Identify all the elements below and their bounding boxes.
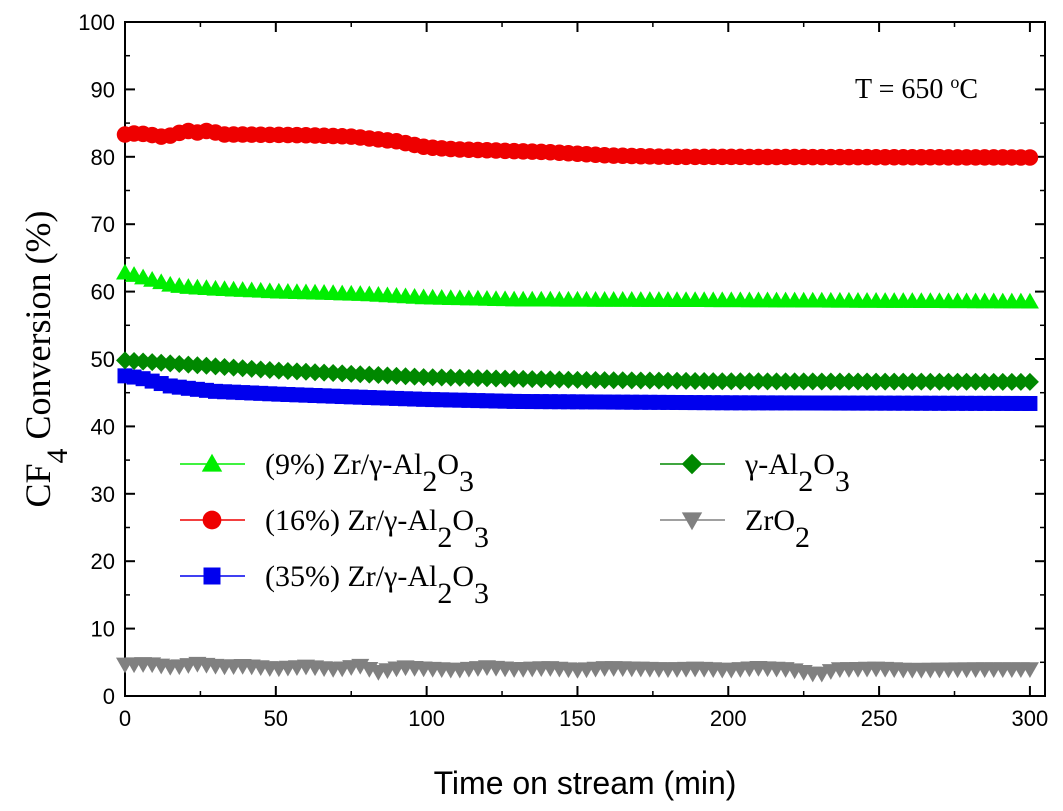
series-szr: [116, 656, 1039, 683]
legend-item-s35: (35%) Zr/γ-Al2O3: [180, 560, 489, 610]
legend-item-szr: ZrO2: [660, 504, 810, 554]
legend-item-s16: (16%) Zr/γ-Al2O3: [180, 504, 489, 554]
legend-marker: [681, 453, 703, 475]
axes: 0 10 20 30 40 50 60 70 80 90 100 0 50 100 150 200 250 300: [78, 10, 1048, 731]
data-point: [957, 372, 976, 391]
data-point: [803, 372, 822, 391]
y-tick-label: 80: [91, 145, 115, 170]
data-point: [921, 372, 940, 391]
legend-label: (35%) Zr/γ-Al2O3: [265, 560, 489, 610]
data-point: [1011, 372, 1030, 391]
x-tick-label: 300: [1012, 706, 1049, 731]
data-point: [930, 372, 949, 391]
legend-marker: [203, 567, 221, 585]
y-tick-label: 90: [91, 77, 115, 102]
data-point: [966, 372, 985, 391]
legend-marker: [681, 512, 703, 531]
data-point: [939, 372, 958, 391]
data-point: [885, 372, 904, 391]
data-point: [1020, 292, 1039, 309]
data-point: [839, 372, 858, 391]
data-point: [794, 372, 813, 391]
legend-label: (16%) Zr/γ-Al2O3: [265, 504, 489, 554]
data-point: [1002, 372, 1021, 391]
temperature-annotation: T = 650 oC: [855, 72, 978, 105]
data-point: [722, 372, 741, 391]
data-point: [912, 372, 931, 391]
x-axis-title: Time on stream (min): [434, 765, 737, 801]
y-tick-label: 70: [91, 212, 115, 237]
data-point: [984, 372, 1003, 391]
labels: T = 650 oC Time on stream (min) CF4 Conver…: [18, 72, 978, 801]
legend: (9%) Zr/γ-Al2O3 (16%) Zr/γ-Al2O3 (35%) Zr/…: [180, 448, 850, 610]
x-tick-label: 50: [264, 706, 288, 731]
legend-item-s9: (9%) Zr/γ-Al2O3: [180, 448, 474, 498]
y-tick-label: 30: [91, 482, 115, 507]
data-point: [858, 372, 877, 391]
series-s16: [116, 122, 1039, 166]
legend-marker: [202, 510, 222, 530]
x-tick-label: 250: [861, 706, 898, 731]
series-s9: [116, 263, 1039, 309]
x-tick-label: 200: [710, 706, 747, 731]
series-group: [116, 122, 1039, 683]
series-sal: [116, 351, 1039, 391]
y-tick-label: 100: [78, 10, 115, 35]
legend-label: (9%) Zr/γ-Al2O3: [265, 448, 474, 498]
data-point: [894, 372, 913, 391]
data-point: [1021, 149, 1039, 166]
y-tick-label: 50: [91, 347, 115, 372]
x-tick-label: 150: [559, 706, 596, 731]
x-tick-label: 0: [119, 706, 131, 731]
data-point: [731, 372, 750, 391]
data-point: [1020, 372, 1039, 391]
legend-label: ZrO2: [745, 504, 810, 554]
data-point: [830, 372, 849, 391]
data-point: [876, 372, 895, 391]
legend-label: γ-Al2O3: [744, 448, 850, 498]
y-tick-label: 10: [91, 617, 115, 642]
data-point: [740, 372, 759, 391]
data-point: [821, 372, 840, 391]
data-point: [903, 372, 922, 391]
data-point: [975, 372, 994, 391]
data-point: [948, 372, 967, 391]
data-point: [1020, 662, 1039, 679]
x-tick-label: 100: [408, 706, 445, 731]
plot-frame: [124, 21, 1046, 697]
legend-item-sal: γ-Al2O3: [660, 448, 850, 498]
y-tick-label: 20: [91, 549, 115, 574]
data-point: [785, 372, 804, 391]
data-point: [812, 372, 831, 391]
data-point: [767, 372, 786, 391]
y-axis-title: CF4 Conversion (%): [18, 210, 74, 507]
y-tick-label: 40: [91, 414, 115, 439]
data-point: [776, 372, 795, 391]
data-point: [749, 372, 768, 391]
series-s35: [117, 368, 1038, 411]
data-point: [993, 372, 1012, 391]
data-point: [848, 372, 867, 391]
y-tick-label: 0: [103, 684, 115, 709]
data-point: [758, 372, 777, 391]
y-tick-label: 60: [91, 280, 115, 305]
data-point: [867, 372, 886, 391]
data-point: [242, 359, 261, 378]
data-point: [1022, 395, 1038, 411]
legend-marker: [201, 453, 223, 472]
